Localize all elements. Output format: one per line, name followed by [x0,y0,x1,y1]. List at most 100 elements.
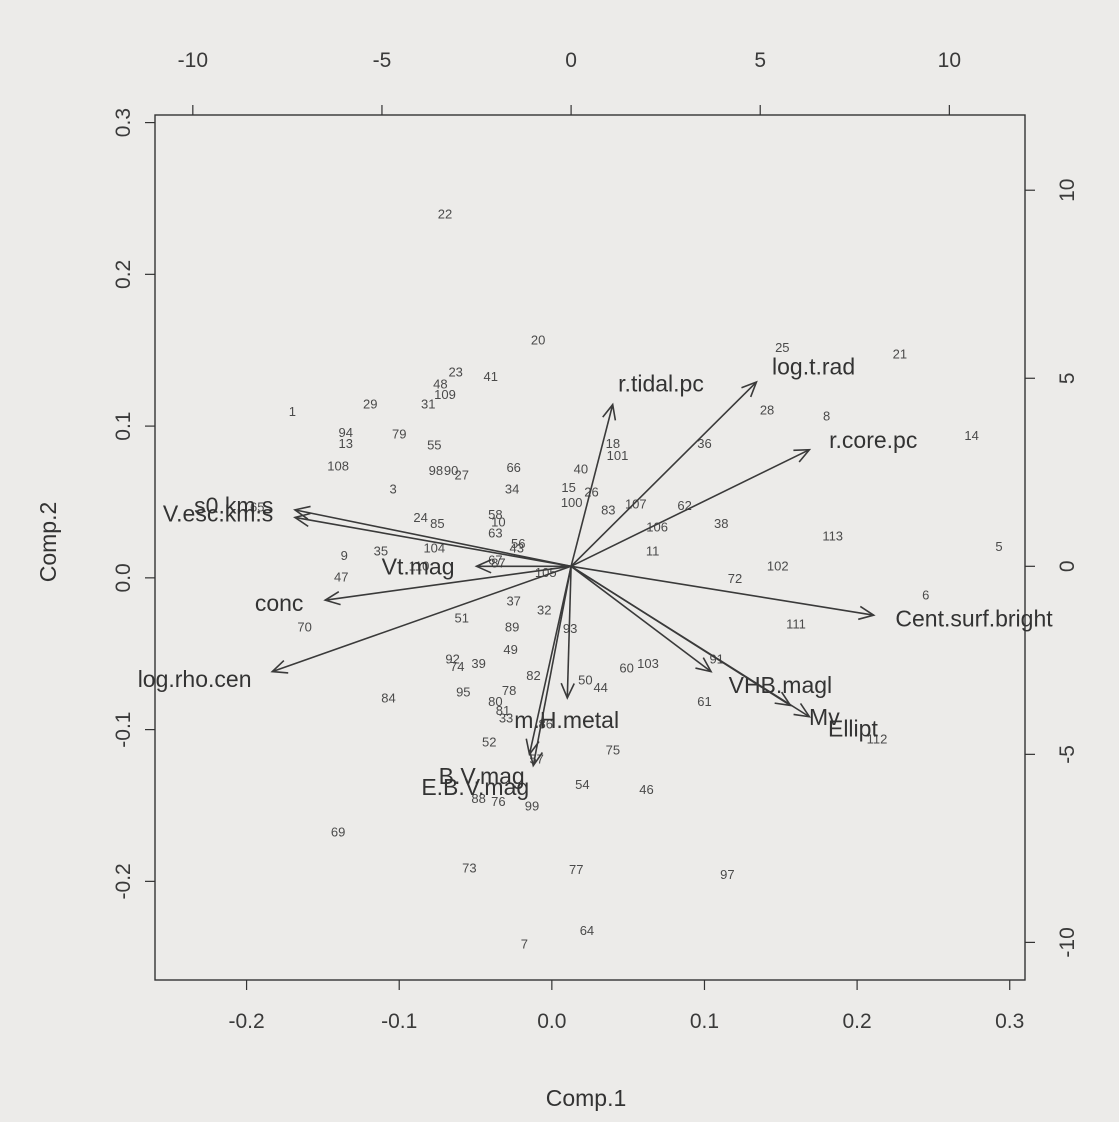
variable-label: E.B.V.mag [421,774,529,800]
observation-label: 103 [637,656,659,671]
variable-label: Cent.surf.bright [895,606,1053,632]
observation-label: 39 [471,656,485,671]
observation-label: 113 [822,528,843,543]
observation-label: 102 [767,559,789,574]
observation-label: 44 [593,680,607,695]
variable-label: s0.km.s [194,492,273,518]
top-tick-label: 10 [938,49,961,72]
observation-label: 99 [525,798,539,813]
loading-arrow-shaft [294,516,572,568]
loading-arrow-head [560,682,575,700]
observation-label: 20 [531,333,545,348]
observation-label: 76 [491,794,505,809]
observation-label: 24 [413,510,427,525]
observation-label: 22 [438,207,452,222]
variable-label: B.V.mag [439,763,525,789]
observation-label: 108 [327,459,349,474]
variable-label: V.esc.km.s [163,501,273,527]
loading-arrow-head [293,505,311,520]
variable-label: Mv [809,704,840,730]
y-axis-title: Comp.2 [35,502,61,583]
observation-label: 27 [455,468,469,483]
observation-label: 84 [381,691,395,706]
loading-arrow-head [293,512,311,528]
observation-label: 92 [445,651,459,666]
observation-label: 40 [574,462,588,477]
observation-label: 23 [448,364,462,379]
observation-label: 3 [389,481,396,496]
right-tick-label: 5 [1056,372,1079,384]
observation-label: 88 [471,791,485,806]
loading-arrow-shaft [570,404,614,567]
observation-label: 51 [455,610,469,625]
observation-label: 79 [392,427,406,442]
observation-label: 87 [491,556,505,571]
variable-label: Vt.mag [382,553,455,579]
observation-label: 49 [503,642,517,657]
observation-label: 63 [488,525,502,540]
observation-label: 15 [561,480,575,495]
x-tick-label: -0.2 [228,1010,264,1033]
observation-label: 25 [775,340,789,355]
observation-label: 73 [462,861,476,876]
loading-arrow-head [774,691,793,707]
loading-arrow-shaft [566,566,572,698]
observation-label: 9 [341,548,348,563]
observation-label: 55 [427,437,441,452]
loading-arrow-shaft [271,565,572,673]
variable-label: m.H.metal [514,707,619,733]
variable-label: log.t.rad [772,354,855,380]
loading-arrow-shaft [528,566,572,755]
observation-label: 29 [363,396,377,411]
observation-label: 100 [561,495,583,510]
observation-label: 38 [714,516,728,531]
y-tick-label: -0.2 [112,863,135,899]
observation-label: 67 [488,553,502,568]
observation-label: 95 [456,685,470,700]
loading-arrow-head [793,448,812,463]
observation-label: 72 [728,571,742,586]
observation-label: 60 [619,660,633,675]
loading-arrow-head [474,559,492,574]
loading-arrow-head [528,749,544,768]
observation-label: 1 [289,404,296,419]
observation-label: 81 [496,703,510,718]
observation-label: 111 [786,616,806,631]
observation-label: 10 [491,515,505,530]
observation-label: 31 [421,396,435,411]
observation-label: 56 [511,536,525,551]
loading-arrow-shaft [570,565,712,673]
y-tick-label: 0.3 [112,108,135,137]
right-tick-label: -10 [1056,927,1079,957]
observation-label: 65 [250,500,264,515]
observation-label: 90 [444,463,458,478]
observation-label: 69 [331,824,345,839]
observation-label: 74 [450,659,464,674]
observation-label: 110 [409,559,430,574]
observation-label: 37 [506,594,520,609]
observation-label: 83 [601,503,615,518]
observation-label: 46 [639,782,653,797]
loading-arrow-head [602,402,617,421]
loading-arrow-head [270,660,289,674]
observation-label: 82 [526,668,540,683]
right-tick-label: 10 [1056,179,1079,202]
observation-label: 36 [697,436,711,451]
top-tick-label: 0 [565,49,577,72]
observation-label: 41 [484,369,498,384]
loading-arrow-shaft [532,566,572,766]
observation-label: 101 [607,448,629,463]
loading-arrow-shaft [294,509,572,568]
variable-label: r.core.pc [829,427,917,453]
variable-label: conc [255,590,304,616]
loading-arrow-shaft [325,565,572,601]
observation-label: 109 [434,387,456,402]
observation-label: 32 [537,603,551,618]
y-tick-label: 0.0 [112,563,135,592]
y-tick-label: -0.1 [112,712,135,748]
observation-label: 28 [760,402,774,417]
loading-arrow-shaft [570,448,810,568]
observation-label: 6 [922,588,929,603]
